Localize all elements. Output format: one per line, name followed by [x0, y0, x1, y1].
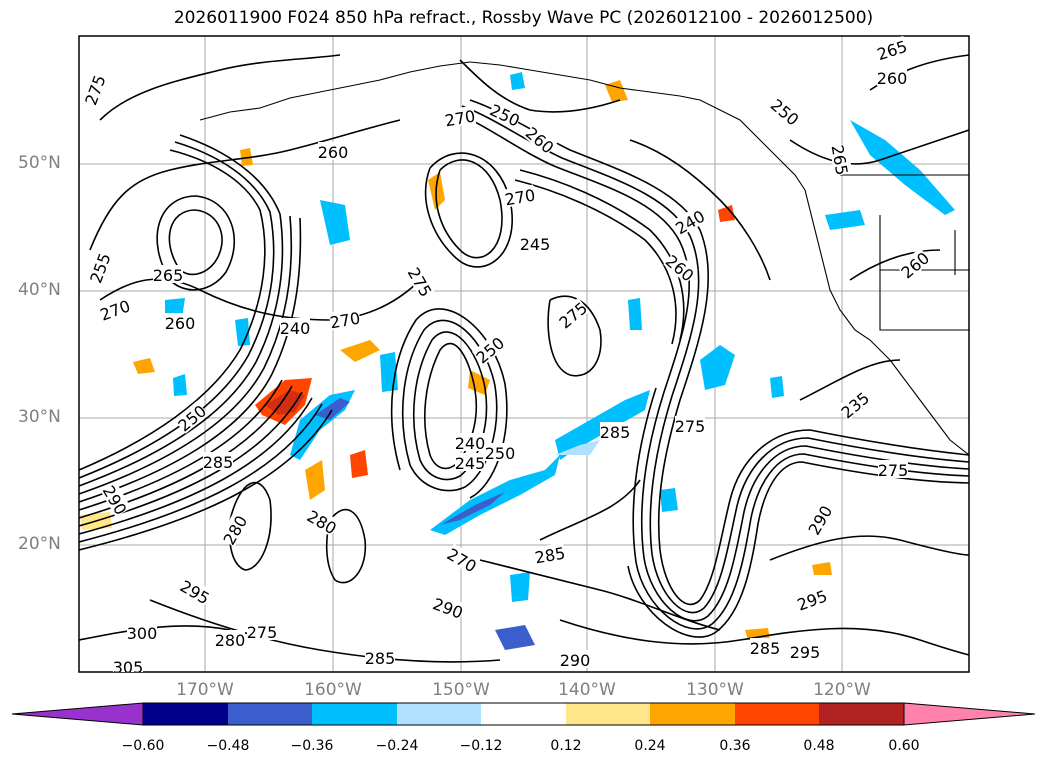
colorbar-bin-6 — [566, 703, 650, 725]
contour-label: 280 — [215, 631, 246, 650]
colorbar-bin-7 — [650, 703, 735, 725]
contour-label: 265 — [153, 266, 184, 285]
colorbar-bin-5 — [481, 703, 566, 725]
contour-label: 260 — [165, 314, 196, 333]
colorbar-extend-high — [903, 702, 1036, 726]
lon-label-120w: 120°W — [813, 680, 871, 700]
colorbar-tick: 0.48 — [803, 738, 835, 754]
colorbar-tick: −0.48 — [206, 738, 250, 754]
colorbar-tick: −0.36 — [290, 738, 334, 754]
colorbar-bin-9 — [819, 703, 904, 725]
lon-label-150w: 150°W — [432, 680, 490, 700]
lon-label-140w: 140°W — [558, 680, 616, 700]
contour-label: 250 — [485, 444, 516, 463]
colorbar-bin-1 — [143, 703, 228, 725]
contour-label: 245 — [455, 454, 486, 473]
lon-label-160w: 160°W — [304, 680, 362, 700]
contour-label: 260 — [877, 69, 908, 88]
colorbar-bin-2 — [228, 703, 312, 725]
contour-label: 275 — [675, 417, 706, 436]
contour-label: 260 — [318, 143, 349, 162]
contour-label: 285 — [365, 649, 396, 668]
contour-label: 285 — [600, 423, 631, 442]
colorbar-tick: 0.60 — [888, 738, 920, 754]
contour-label: 240 — [455, 434, 486, 453]
map-plot-area — [79, 36, 969, 672]
contour-label: 275 — [247, 623, 278, 642]
lat-label-40n: 40°N — [18, 280, 61, 300]
lon-label-130w: 130°W — [686, 680, 744, 700]
lat-label-50n: 50°N — [18, 153, 61, 173]
contour-label: 300 — [127, 624, 158, 643]
lat-label-20n: 20°N — [18, 534, 61, 554]
contour-label: 290 — [560, 651, 591, 670]
contour-label: 305 — [113, 658, 144, 677]
contour-label: 275 — [878, 461, 909, 480]
colorbar-bin-4 — [397, 703, 481, 725]
colorbar-tick: 0.24 — [634, 738, 666, 754]
colorbar-bin-8 — [735, 703, 819, 725]
contour-label: 245 — [520, 235, 551, 254]
contour-label: 285 — [750, 639, 781, 658]
colorbar-tick: −0.12 — [459, 738, 503, 754]
colorbar-extend-low — [11, 702, 144, 726]
contour-label: 240 — [280, 319, 311, 338]
colorbar-bin-3 — [312, 703, 397, 725]
map-title: 2026011900 F024 850 hPa refract., Rossby… — [173, 8, 874, 28]
colorbar-tick: −0.24 — [375, 738, 419, 754]
rossby-wave-shading — [80, 72, 955, 650]
colorbar-tick: 0.36 — [719, 738, 751, 754]
map-frame — [78, 35, 970, 673]
contour-label: 295 — [790, 643, 821, 662]
coastlines — [199, 61, 969, 456]
contour-label: 285 — [203, 453, 234, 472]
lat-label-30n: 30°N — [18, 407, 61, 427]
lon-label-170w: 170°W — [176, 680, 234, 700]
colorbar — [11, 702, 1036, 726]
colorbar-outline — [142, 702, 905, 726]
colorbar-tick: 0.12 — [550, 738, 582, 754]
colorbar-tick: −0.60 — [121, 738, 165, 754]
